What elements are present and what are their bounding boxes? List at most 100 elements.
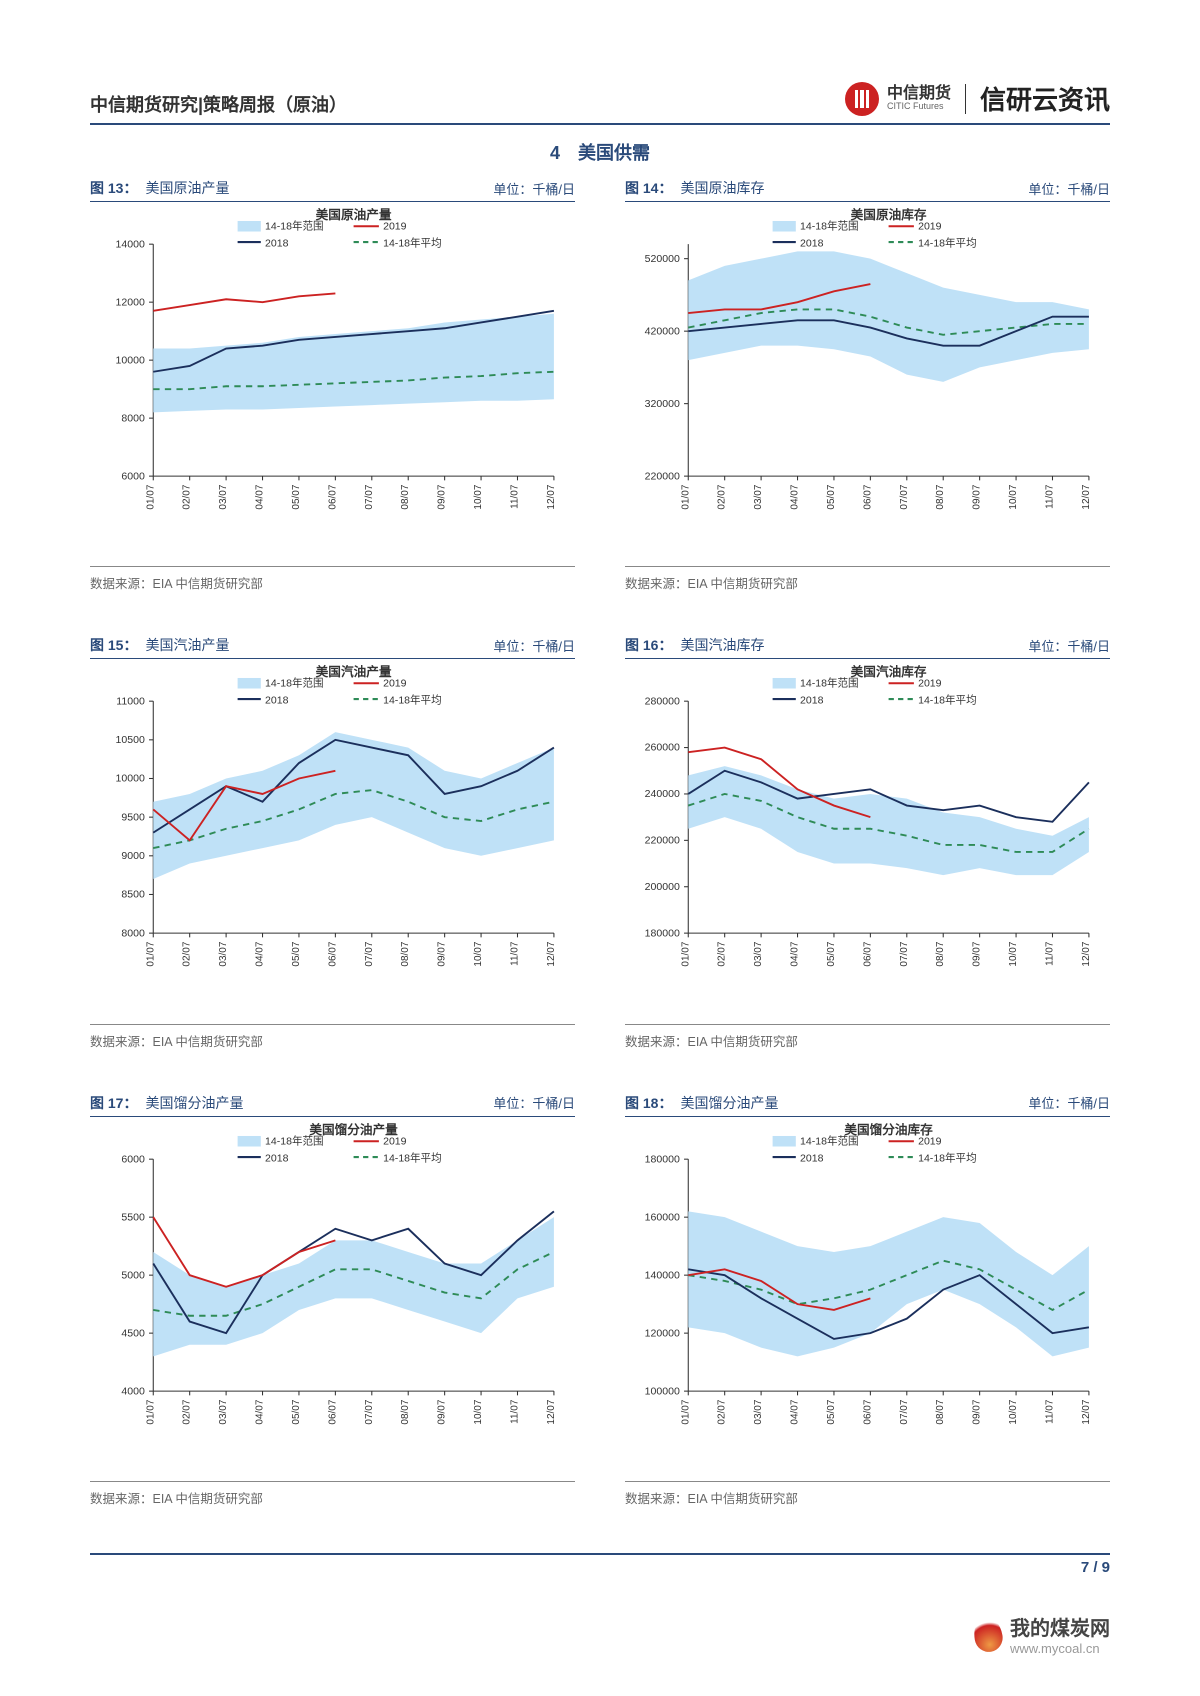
- chart-fig-unit: 单位：千桶/日: [1028, 179, 1110, 198]
- svg-text:04/07: 04/07: [790, 484, 801, 509]
- svg-text:08/07: 08/07: [935, 942, 946, 967]
- svg-text:11/07: 11/07: [509, 1399, 520, 1424]
- svg-text:14-18年平均: 14-18年平均: [383, 1151, 442, 1164]
- svg-text:02/07: 02/07: [182, 484, 193, 509]
- svg-text:美国原油库存: 美国原油库存: [851, 207, 927, 222]
- chart-panel: 图 17： 美国馏分油产量 单位：千桶/日 美国馏分油产量 14-18年范围 201…: [90, 1090, 575, 1507]
- header-brand: 中信期货 CITIC Futures 信研云资讯: [845, 80, 1110, 117]
- svg-text:14-18年范围: 14-18年范围: [800, 219, 859, 232]
- svg-text:12/07: 12/07: [546, 942, 557, 967]
- svg-text:05/07: 05/07: [291, 1399, 302, 1424]
- svg-text:14-18年平均: 14-18年平均: [383, 694, 442, 707]
- chart-fig-title: 美国汽油产量: [145, 635, 493, 655]
- chart-panel: 图 18： 美国馏分油产量 单位：千桶/日 美国馏分油库存14-18年范围201…: [625, 1090, 1110, 1507]
- svg-text:02/07: 02/07: [717, 942, 728, 967]
- svg-text:11/07: 11/07: [1044, 942, 1055, 967]
- svg-text:10000: 10000: [116, 354, 145, 366]
- svg-text:06/07: 06/07: [862, 1399, 873, 1424]
- svg-text:05/07: 05/07: [826, 1399, 837, 1424]
- svg-text:11000: 11000: [116, 696, 145, 708]
- brand2-name: 信研云资讯: [980, 80, 1110, 117]
- chart-fig-title: 美国汽油库存: [680, 635, 1028, 655]
- svg-text:2018: 2018: [800, 1152, 824, 1164]
- svg-text:260000: 260000: [645, 742, 680, 754]
- svg-text:2018: 2018: [800, 237, 824, 249]
- brand-name-ch: 中信期货: [887, 86, 951, 102]
- svg-text:6000: 6000: [121, 1153, 145, 1165]
- svg-text:280000: 280000: [645, 696, 680, 708]
- svg-text:420000: 420000: [645, 325, 680, 337]
- chart-header: 图 18： 美国馏分油产量 单位：千桶/日: [625, 1090, 1110, 1117]
- svg-text:14-18年范围: 14-18年范围: [800, 677, 859, 690]
- svg-text:12/07: 12/07: [1081, 1399, 1092, 1424]
- svg-text:2019: 2019: [383, 678, 407, 690]
- svg-text:2019: 2019: [383, 220, 407, 232]
- chart-fig-unit: 单位：千桶/日: [493, 1093, 575, 1112]
- svg-text:08/07: 08/07: [400, 1399, 411, 1424]
- chart-header: 图 17： 美国馏分油产量 单位：千桶/日: [90, 1090, 575, 1117]
- header: 中信期货研究|策略周报（原油） 中信期货 CITIC Futures 信研云资讯: [90, 80, 1110, 125]
- svg-text:5500: 5500: [121, 1211, 145, 1223]
- svg-text:2018: 2018: [265, 1152, 289, 1164]
- svg-text:5000: 5000: [121, 1269, 145, 1281]
- svg-text:220000: 220000: [645, 835, 680, 847]
- svg-text:02/07: 02/07: [182, 942, 193, 967]
- svg-text:02/07: 02/07: [717, 1399, 728, 1424]
- chart-fig-title: 美国原油产量: [145, 178, 493, 198]
- svg-text:03/07: 03/07: [218, 942, 229, 967]
- chart-panel: 图 14： 美国原油库存 单位：千桶/日 美国原油库存14-18年范围20192…: [625, 175, 1110, 592]
- chart-fig-title: 美国馏分油产量: [145, 1093, 493, 1113]
- svg-text:12/07: 12/07: [1081, 484, 1092, 509]
- svg-text:03/07: 03/07: [218, 1399, 229, 1424]
- chart-svg: 美国原油库存14-18年范围2019201814-18年平均2200003200…: [625, 202, 1110, 539]
- chart-fig-number: 图 15：: [90, 635, 137, 655]
- svg-text:2019: 2019: [918, 220, 942, 232]
- svg-text:09/07: 09/07: [972, 484, 983, 509]
- svg-text:07/07: 07/07: [899, 484, 910, 509]
- svg-text:520000: 520000: [645, 253, 680, 265]
- svg-text:9500: 9500: [121, 812, 145, 824]
- watermark-text2: www.mycoal.cn: [1010, 1641, 1110, 1656]
- svg-text:06/07: 06/07: [862, 484, 873, 509]
- svg-text:8000: 8000: [121, 928, 145, 940]
- chart-fig-title: 美国馏分油产量: [680, 1093, 1028, 1113]
- svg-text:07/07: 07/07: [364, 484, 375, 509]
- svg-text:14-18年平均: 14-18年平均: [918, 694, 977, 707]
- svg-text:14-18年范围: 14-18年范围: [800, 1134, 859, 1147]
- svg-text:4000: 4000: [121, 1385, 145, 1397]
- svg-text:04/07: 04/07: [255, 484, 266, 509]
- svg-text:05/07: 05/07: [291, 942, 302, 967]
- svg-text:07/07: 07/07: [899, 1399, 910, 1424]
- svg-text:14-18年范围: 14-18年范围: [265, 1134, 324, 1147]
- svg-text:120000: 120000: [645, 1327, 680, 1339]
- flame-icon: [974, 1616, 1002, 1652]
- chart-source: 数据来源：EIA 中信期货研究部: [625, 1024, 1110, 1050]
- chart-fig-title: 美国原油库存: [680, 178, 1028, 198]
- svg-text:8500: 8500: [121, 889, 145, 901]
- svg-text:06/07: 06/07: [327, 1399, 338, 1424]
- chart-svg: 美国馏分油产量14-18年范围2019201814-18年平均400045005…: [90, 1117, 575, 1454]
- svg-text:100000: 100000: [645, 1385, 680, 1397]
- svg-text:11/07: 11/07: [1044, 484, 1055, 509]
- svg-text:03/07: 03/07: [753, 484, 764, 509]
- svg-text:07/07: 07/07: [899, 942, 910, 967]
- chart-fig-unit: 单位：千桶/日: [1028, 636, 1110, 655]
- svg-text:08/07: 08/07: [935, 484, 946, 509]
- svg-text:10/07: 10/07: [473, 942, 484, 967]
- svg-text:10/07: 10/07: [473, 484, 484, 509]
- svg-text:06/07: 06/07: [327, 484, 338, 509]
- chart-fig-unit: 单位：千桶/日: [1028, 1093, 1110, 1112]
- svg-text:240000: 240000: [645, 789, 680, 801]
- chart-svg: 美国汽油产量14-18年范围2019201814-18年平均8000850090…: [90, 659, 575, 996]
- section-title: 4 美国供需: [90, 139, 1110, 165]
- svg-text:10/07: 10/07: [473, 1399, 484, 1424]
- svg-text:01/07: 01/07: [145, 1399, 156, 1424]
- svg-text:12/07: 12/07: [1081, 942, 1092, 967]
- svg-text:2018: 2018: [265, 237, 289, 249]
- svg-text:07/07: 07/07: [364, 942, 375, 967]
- chart-fig-unit: 单位：千桶/日: [493, 179, 575, 198]
- svg-text:14-18年平均: 14-18年平均: [383, 236, 442, 249]
- chart-header: 图 14： 美国原油库存 单位：千桶/日: [625, 175, 1110, 202]
- svg-text:01/07: 01/07: [145, 484, 156, 509]
- chart-header: 图 16： 美国汽油库存 单位：千桶/日: [625, 632, 1110, 659]
